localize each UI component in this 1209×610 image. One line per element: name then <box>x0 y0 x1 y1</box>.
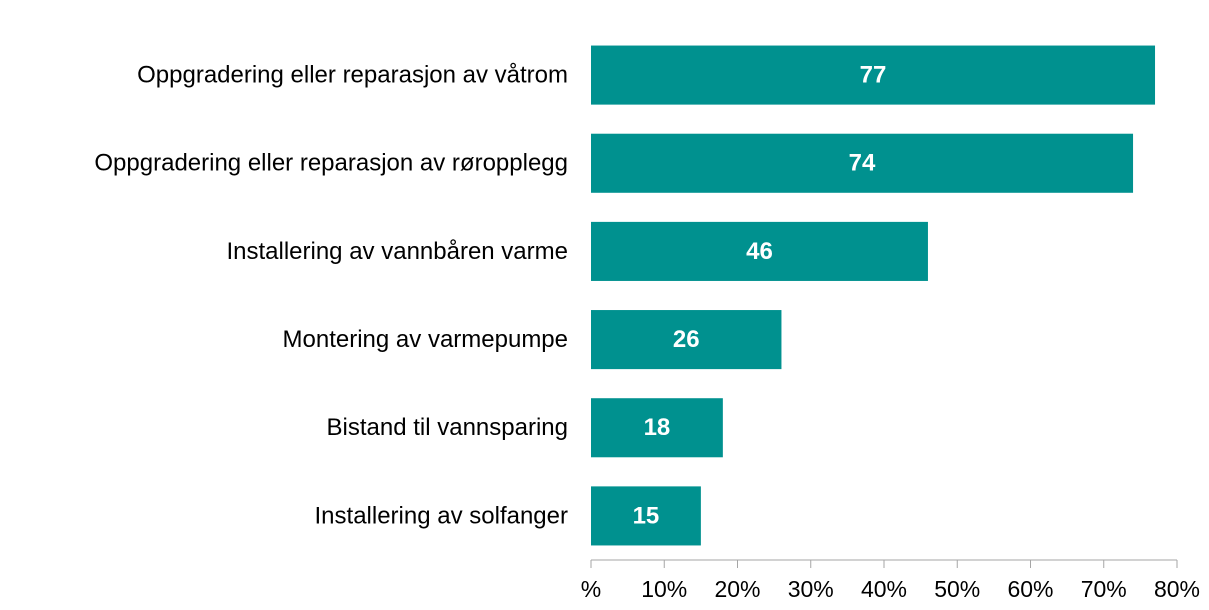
bar-value-label: 15 <box>633 502 660 529</box>
x-tick-label: 80% <box>1154 576 1200 602</box>
bar-value-label: 77 <box>860 61 887 88</box>
bar-value-label: 18 <box>644 414 671 441</box>
x-tick-label: % <box>581 576 601 602</box>
bar <box>591 45 1156 105</box>
x-tick-label: 30% <box>788 576 834 602</box>
y-tick-label: Montering av varmepumpe <box>283 326 568 353</box>
y-tick-label: Installering av vannbåren varme <box>226 238 568 265</box>
y-tick-label: Oppgradering eller reparasjon av våtrom <box>137 61 568 88</box>
y-tick-label: Installering av solfanger <box>315 502 568 529</box>
bar <box>591 221 928 281</box>
x-tick-label: 40% <box>861 576 907 602</box>
bar-value-label: 74 <box>849 150 876 177</box>
bar <box>591 310 782 370</box>
bar-value-label: 26 <box>673 326 700 353</box>
bar <box>591 398 723 458</box>
x-tick-label: 20% <box>714 576 760 602</box>
x-tick-label: 50% <box>934 576 980 602</box>
y-tick-label: Oppgradering eller reparasjon av røroppl… <box>94 150 568 177</box>
y-tick-label: Bistand til vannsparing <box>327 414 568 441</box>
bar-value-label: 46 <box>746 238 773 265</box>
bar <box>591 486 701 546</box>
x-tick-label: 10% <box>641 576 687 602</box>
x-tick-label: 60% <box>1007 576 1053 602</box>
x-tick-label: 70% <box>1081 576 1127 602</box>
bar <box>591 133 1134 193</box>
